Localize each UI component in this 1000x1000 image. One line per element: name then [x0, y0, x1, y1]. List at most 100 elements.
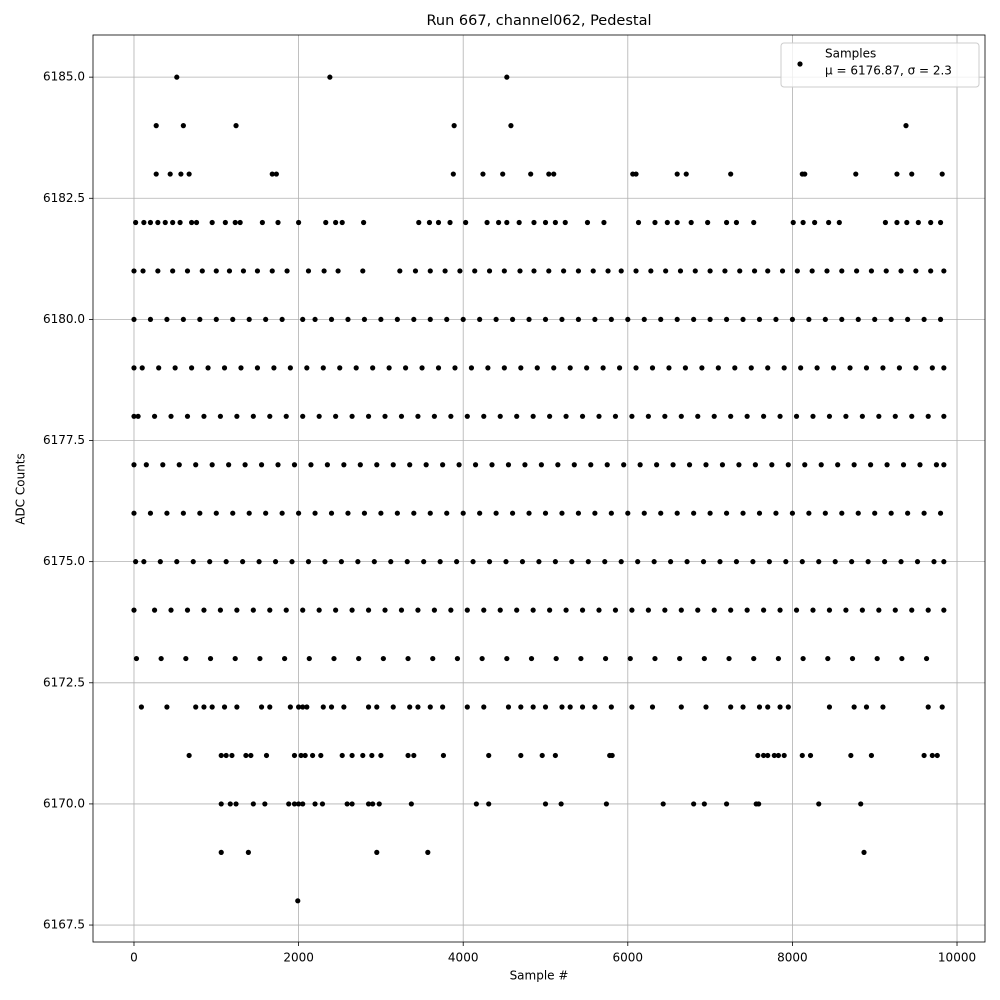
data-point	[486, 268, 493, 274]
data-point	[824, 268, 830, 274]
data-point	[941, 559, 947, 565]
data-point	[761, 607, 767, 613]
data-point	[361, 219, 367, 226]
data-point	[167, 171, 173, 177]
data-point	[295, 219, 302, 226]
data-point	[416, 219, 422, 226]
data-point	[339, 219, 345, 226]
data-point	[761, 752, 767, 759]
data-point	[858, 801, 864, 807]
data-point	[609, 752, 615, 759]
data-point	[322, 559, 328, 565]
data-point	[201, 413, 207, 419]
legend-marker	[797, 61, 803, 67]
data-point	[174, 74, 180, 80]
data-point	[909, 413, 915, 419]
data-point	[345, 316, 351, 323]
data-point	[295, 704, 302, 710]
data-point	[305, 268, 312, 274]
data-point	[678, 607, 684, 613]
data-point	[876, 413, 882, 419]
data-point	[250, 413, 256, 419]
data-point	[151, 413, 158, 419]
data-point	[941, 413, 947, 419]
data-point	[542, 704, 549, 710]
data-point	[213, 510, 219, 516]
data-point	[374, 849, 380, 855]
data-point	[338, 559, 344, 565]
data-point	[394, 510, 400, 516]
data-point	[662, 607, 668, 613]
data-point	[649, 704, 656, 710]
data-point	[287, 365, 293, 371]
data-point	[365, 413, 372, 419]
data-point	[431, 607, 437, 613]
data-point	[551, 171, 557, 177]
data-point	[378, 316, 384, 323]
data-point	[312, 510, 318, 516]
data-point	[291, 801, 298, 807]
data-point	[558, 801, 564, 807]
data-point	[158, 655, 164, 662]
data-point	[688, 219, 694, 226]
data-point	[585, 559, 591, 565]
data-point	[267, 704, 273, 710]
data-point	[269, 268, 275, 274]
data-point	[193, 704, 199, 710]
data-point	[448, 607, 454, 613]
data-point	[528, 655, 535, 662]
data-point	[751, 219, 757, 226]
data-point	[218, 849, 224, 855]
data-point	[711, 413, 717, 419]
data-point	[470, 559, 476, 565]
data-point	[223, 752, 229, 759]
data-point	[481, 413, 487, 419]
data-point	[300, 607, 306, 613]
data-point	[668, 559, 674, 565]
data-point	[411, 510, 417, 516]
data-point	[816, 801, 822, 807]
data-point	[793, 607, 800, 613]
data-point	[233, 801, 239, 807]
data-point	[153, 171, 159, 177]
data-point	[750, 559, 756, 565]
data-point	[765, 704, 771, 710]
data-point	[868, 268, 875, 274]
legend-box	[780, 42, 980, 88]
data-point	[205, 365, 211, 371]
data-point	[246, 510, 252, 516]
data-point	[419, 365, 425, 371]
data-point	[131, 268, 137, 274]
data-point	[530, 607, 536, 613]
data-point	[308, 462, 314, 468]
data-point	[320, 365, 326, 371]
data-point	[569, 559, 575, 565]
data-point	[941, 268, 947, 274]
data-point	[783, 559, 789, 565]
data-point	[773, 510, 779, 516]
data-point	[193, 219, 200, 226]
data-point	[755, 752, 761, 759]
data-point	[222, 219, 228, 226]
data-point	[707, 316, 713, 323]
data-point	[157, 559, 163, 565]
data-point	[226, 268, 233, 274]
data-point	[756, 704, 763, 710]
data-point	[170, 268, 176, 274]
data-point	[237, 219, 243, 226]
data-point	[316, 413, 322, 419]
data-point	[517, 268, 523, 274]
data-point	[454, 655, 461, 662]
data-point	[913, 365, 919, 371]
data-point	[437, 559, 443, 565]
data-point	[790, 219, 796, 226]
data-point	[174, 559, 180, 565]
data-point	[493, 316, 499, 323]
data-point	[579, 704, 586, 710]
data-point	[460, 316, 466, 323]
data-point	[477, 510, 483, 516]
data-point	[839, 268, 845, 274]
data-point	[209, 219, 215, 226]
data-point	[547, 413, 553, 419]
data-point	[240, 559, 246, 565]
